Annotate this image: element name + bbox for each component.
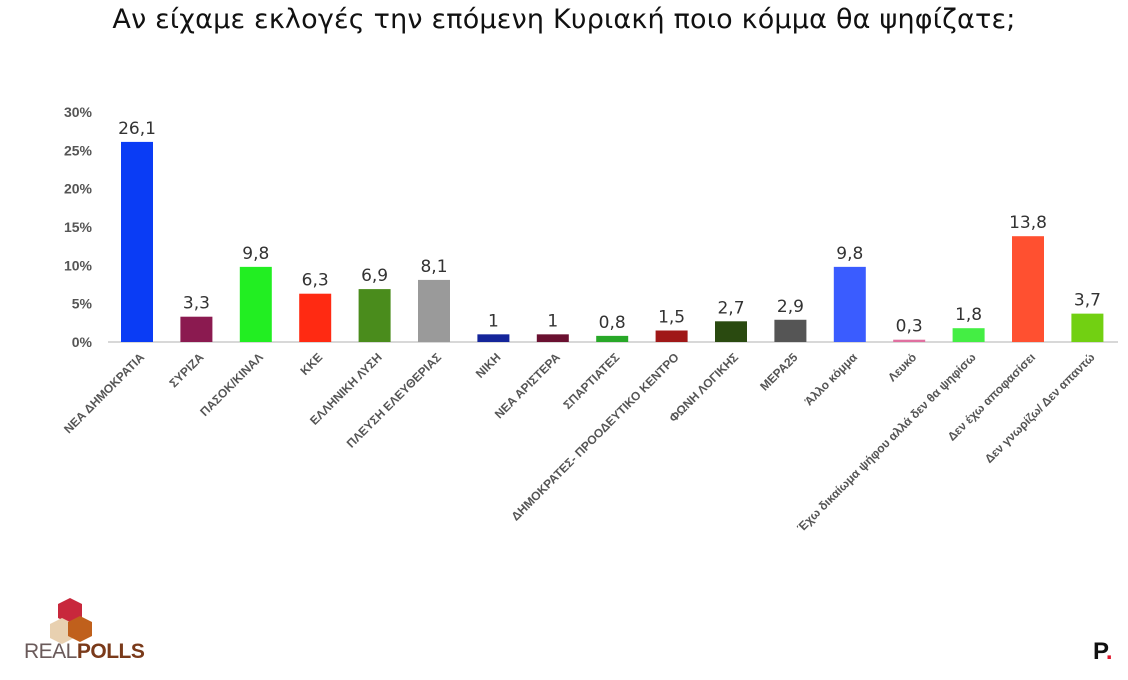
data-label: 1,8 [955, 305, 982, 325]
data-label: 2,7 [717, 298, 744, 318]
bar [239, 266, 272, 342]
y-tick-label: 10% [64, 257, 93, 273]
realpolls-logo-icon [50, 598, 92, 644]
y-tick-label: 15% [64, 219, 93, 235]
bar [774, 319, 807, 342]
y-tick-label: 30% [64, 104, 93, 120]
data-label: 26,1 [118, 119, 156, 139]
y-tick-label: 20% [64, 181, 93, 197]
bar [121, 141, 153, 342]
category-label: ΝΙΚΗ [473, 350, 504, 381]
category-label: ΠΑΣΟΚ/ΚΙΝΑΛ [197, 350, 266, 419]
publisher-logo: P. [1093, 638, 1113, 665]
data-label: 2,9 [777, 297, 804, 317]
data-label: 1 [488, 311, 499, 331]
bar [477, 334, 510, 342]
bar [893, 339, 926, 342]
chart-title: Αν είχαμε εκλογές την επόμενη Κυριακή πο… [112, 4, 1016, 35]
realpolls-logo-text: REALPOLLS [24, 640, 145, 663]
bar [655, 330, 688, 342]
data-label: 0,3 [896, 317, 923, 337]
bar [1071, 313, 1104, 342]
data-label: 9,8 [836, 244, 863, 264]
category-label: ΝΕΑ ΔΗΜΟΚΡΑΤΙΑ [61, 350, 147, 436]
y-tick-label: 0% [72, 334, 93, 350]
bar [358, 289, 391, 342]
data-label: 1,5 [658, 308, 685, 328]
category-label: Λευκό [885, 350, 919, 384]
bar [1012, 236, 1044, 342]
data-label: 1 [547, 311, 558, 331]
category-label: ΣΠΑΡΤΙΑΤΕΣ [561, 350, 623, 412]
category-label: ΚΚΕ [298, 350, 326, 378]
bar [180, 316, 213, 342]
y-tick-label: 5% [72, 296, 93, 312]
bar [299, 293, 332, 342]
bar [833, 266, 866, 342]
data-label: 0,8 [599, 313, 626, 333]
data-label: 9,8 [242, 244, 269, 264]
bar [536, 334, 569, 342]
bar [596, 335, 629, 342]
data-label: 6,9 [361, 266, 388, 286]
bar [715, 321, 747, 342]
bar [952, 328, 985, 342]
bar [418, 279, 450, 342]
data-label: 3,7 [1074, 291, 1101, 311]
data-label: 8,1 [420, 257, 447, 277]
data-label: 6,3 [302, 271, 329, 291]
data-label: 13,8 [1009, 213, 1047, 233]
category-label: ΣΥΡΙΖΑ [167, 350, 207, 390]
category-label: Άλλο κόμμα [802, 350, 861, 409]
category-label: Δεν γνωρίζω/ Δεν απαντώ [982, 350, 1098, 466]
category-label: ΜΕΡΑ25 [757, 350, 800, 393]
data-label: 3,3 [183, 294, 210, 314]
y-tick-label: 25% [64, 142, 93, 158]
